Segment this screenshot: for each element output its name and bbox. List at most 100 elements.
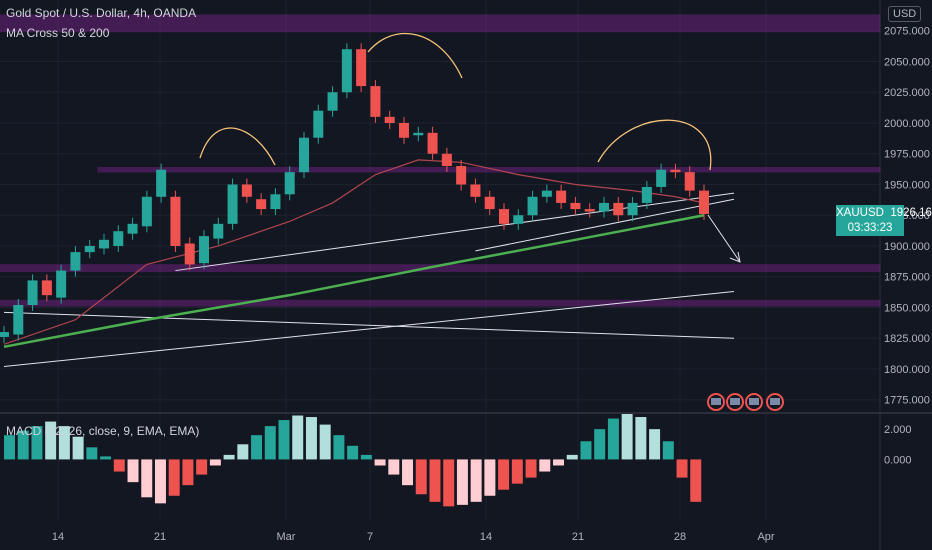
projection-arrow (707, 214, 741, 263)
price-axis-tick: 1975.000 (884, 149, 930, 161)
candle-body (584, 209, 595, 212)
candle-body (99, 239, 109, 249)
macd-histogram-bar (100, 456, 112, 460)
candle-body (241, 184, 252, 197)
macd-indicator-label[interactable]: MACD (12, 26, close, 9, EMA, EMA) (6, 424, 200, 438)
macd-histogram-bar (45, 421, 57, 460)
head-arc (367, 32, 463, 79)
event-flag-inner (749, 398, 759, 405)
candle-body (299, 137, 309, 173)
candle-body (627, 202, 638, 216)
resistance-zone (0, 299, 881, 307)
price-badge-countdown: 03:33:23 (836, 220, 904, 236)
candle-body (256, 199, 267, 210)
macd-histogram-bar (237, 444, 249, 460)
candle-body (184, 243, 195, 265)
macd-histogram-bar (415, 459, 427, 495)
price-axis-tick: 2025.000 (884, 87, 930, 99)
macd-histogram-bar (86, 447, 98, 460)
macd-histogram-bar (4, 435, 15, 460)
price-axis-tick: 2075.000 (884, 26, 930, 38)
trendline (3, 311, 735, 339)
candle-body (656, 169, 667, 187)
time-axis-tick: 14 (52, 531, 64, 543)
price-axis-tick: 1950.000 (884, 179, 930, 191)
candle-body (641, 186, 652, 203)
price-axis-tick: 1875.000 (884, 272, 930, 284)
time-axis-tick: 7 (367, 531, 373, 543)
macd-histogram-bar (333, 435, 345, 460)
candle-body (156, 169, 167, 197)
resistance-zone (97, 166, 881, 173)
price-axis-tick: 1775.000 (884, 395, 930, 407)
time-axis-tick: Mar (277, 531, 296, 543)
macd-histogram-bar (649, 429, 661, 460)
macd-histogram-bar (264, 426, 276, 460)
resistance-zone (0, 14, 881, 33)
ma-indicator-label[interactable]: MA Cross 50 & 200 (6, 26, 110, 40)
candle-body (456, 166, 467, 185)
price-axis-tick: 1850.000 (884, 302, 930, 314)
currency-label[interactable]: USD (888, 6, 922, 22)
candle-body (513, 215, 524, 224)
macd-histogram-bar (635, 417, 647, 460)
macd-histogram-bar (305, 417, 317, 460)
macd-histogram-bar (168, 459, 180, 496)
macd-histogram-bar (566, 454, 578, 460)
macd-histogram-bar (360, 454, 372, 460)
candle-body (541, 190, 552, 197)
macd-histogram-bar (498, 459, 510, 490)
macd-histogram-bar (621, 414, 633, 460)
macd-histogram-bar (690, 459, 702, 502)
event-flag-inner (711, 398, 721, 405)
candle-body (370, 86, 381, 117)
macd-histogram-bar (607, 418, 619, 460)
candle-body (599, 202, 609, 212)
macd-histogram-bar (319, 424, 331, 460)
trendline (175, 192, 735, 272)
candle-body (399, 122, 409, 138)
macd-histogram-bar (127, 459, 139, 483)
candle-body (484, 196, 495, 210)
candle-body (499, 209, 509, 224)
candle-body (427, 132, 438, 154)
macd-axis-tick: 2.000 (884, 424, 912, 436)
candle-body (13, 305, 24, 335)
candle-body (199, 236, 209, 264)
candle-body (699, 190, 709, 214)
symbol-title[interactable]: Gold Spot / U.S. Dollar, 4h, OANDA (6, 6, 197, 20)
macd-histogram-bar (113, 459, 125, 472)
macd-histogram-bar (484, 459, 496, 496)
time-axis-tick: 21 (572, 531, 584, 543)
event-flag-inner (730, 398, 740, 405)
ma-50-line (3, 159, 705, 345)
macd-histogram-bar (676, 459, 688, 478)
candle-body (384, 116, 395, 123)
price-axis-tick: 1900.000 (884, 241, 930, 253)
candle-body (684, 172, 695, 191)
macd-histogram-bar (470, 459, 482, 502)
candle-body (270, 194, 281, 210)
candle-body (570, 202, 581, 210)
candle-body (556, 190, 567, 203)
macd-histogram-bar (388, 459, 400, 475)
candle-body (0, 332, 9, 337)
macd-histogram-bar (209, 459, 221, 466)
macd-histogram-bar (539, 459, 551, 472)
candle-body (441, 153, 452, 167)
macd-histogram-bar (443, 459, 455, 507)
price-axis-tick: 1825.000 (884, 333, 930, 345)
candle-body (56, 270, 67, 298)
macd-histogram-bar (182, 459, 194, 486)
macd-histogram-bar (251, 435, 263, 460)
price-badge-price: 1926.165 (890, 207, 932, 219)
macd-histogram-bar (72, 436, 84, 460)
macd-histogram-bar (594, 429, 606, 460)
macd-histogram-bar (223, 454, 235, 460)
price-badge-symbol-text: XAUUSD (836, 207, 884, 219)
macd-histogram-bar (429, 459, 441, 502)
event-flag-inner (770, 398, 780, 405)
price-axis-tick: 2000.000 (884, 118, 930, 130)
time-axis-tick: 14 (480, 531, 492, 543)
